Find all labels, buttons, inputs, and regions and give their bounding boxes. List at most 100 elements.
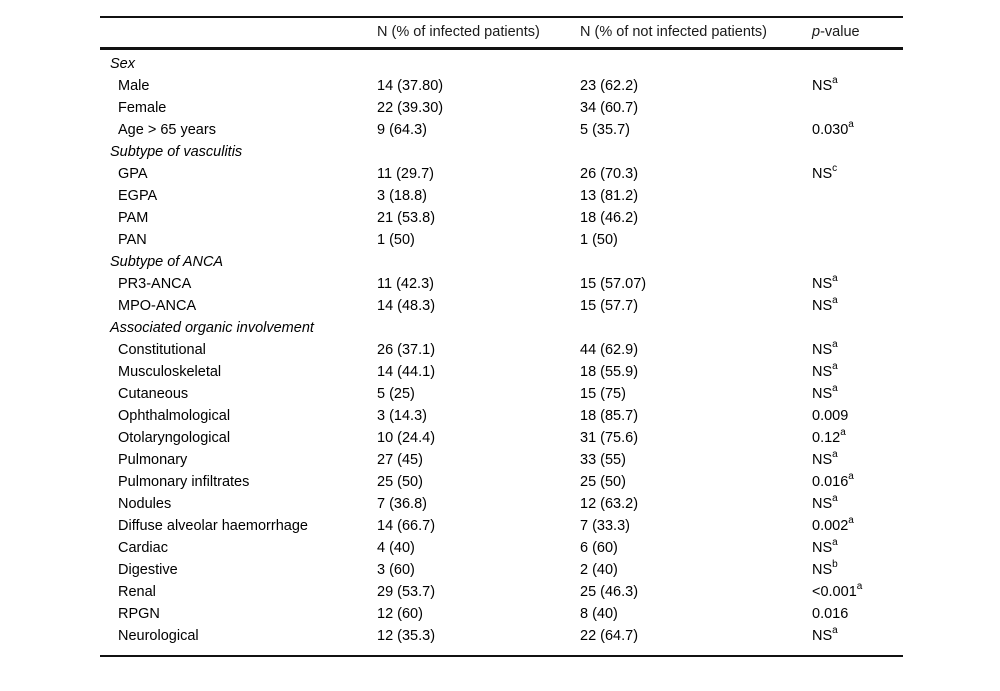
table-row: Male 14 (37.80) 23 (62.2) NSa (100, 75, 903, 97)
infected-value: 12 (60) (377, 605, 423, 622)
not-infected-value: 2 (40) (580, 561, 618, 578)
not-infected-value: 18 (46.2) (580, 209, 639, 226)
row-label: Cutaneous (118, 385, 189, 402)
p-value: 0.016a (812, 470, 854, 490)
p-value-superscript: a (832, 272, 838, 284)
table-row: Neurological 12 (35.3) 22 (64.7) NSa (100, 625, 903, 647)
not-infected-value: 44 (62.9) (580, 341, 639, 358)
row-label: Constitutional (118, 341, 206, 358)
p-value: NSa (812, 624, 838, 644)
p-value: NSa (812, 360, 838, 380)
row-label: PAM (118, 209, 149, 226)
infected-value: 25 (50) (377, 473, 423, 490)
row-label: Digestive (118, 561, 178, 578)
p-value: 0.016 (812, 605, 849, 622)
not-infected-value: 15 (57.7) (580, 297, 639, 314)
not-infected-value: 8 (40) (580, 605, 618, 622)
not-infected-value: 34 (60.7) (580, 99, 639, 116)
p-value: 0.030a (812, 118, 854, 138)
row-label: Sex (110, 55, 135, 72)
infected-value: 21 (53.8) (377, 209, 436, 226)
row-label: Pulmonary infiltrates (118, 473, 250, 490)
not-infected-value: 25 (50) (580, 473, 626, 490)
table-row: Sex (100, 53, 903, 75)
patient-comparison-table: N (% of infected patients) N (% of not i… (100, 16, 903, 657)
p-value-superscript: a (832, 448, 838, 460)
p-value: 0.009 (812, 407, 849, 424)
table-row: Musculoskeletal 14 (44.1) 18 (55.9) NSa (100, 361, 903, 383)
row-label: Musculoskeletal (118, 363, 222, 380)
infected-value: 29 (53.7) (377, 583, 436, 600)
p-value-superscript: a (832, 74, 838, 86)
row-label: GPA (118, 165, 148, 182)
not-infected-value: 18 (85.7) (580, 407, 639, 424)
not-infected-value: 18 (55.9) (580, 363, 639, 380)
p-value-superscript: b (832, 558, 838, 570)
table-row: PR3-ANCA 11 (42.3) 15 (57.07) NSa (100, 273, 903, 295)
p-value-superscript: a (832, 536, 838, 548)
p-value-superscript: a (848, 514, 854, 526)
not-infected-value: 31 (75.6) (580, 429, 639, 446)
table-row: PAN 1 (50) 1 (50) (100, 229, 903, 251)
infected-value: 22 (39.30) (377, 99, 444, 116)
table-row: RPGN 12 (60) 8 (40) 0.016 (100, 603, 903, 625)
infected-value: 14 (48.3) (377, 297, 436, 314)
infected-value: 14 (37.80) (377, 77, 444, 94)
row-label: PAN (118, 231, 147, 248)
table-header-row: N (% of infected patients) N (% of not i… (100, 18, 903, 47)
p-value: <0.001a (812, 580, 863, 600)
row-label: Pulmonary (118, 451, 188, 468)
table-row: Renal 29 (53.7) 25 (46.3) <0.001a (100, 581, 903, 603)
row-label: Male (118, 77, 150, 94)
table-row: Age > 65 years 9 (64.3) 5 (35.7) 0.030a (100, 119, 903, 141)
p-value-superscript: a (848, 470, 854, 482)
table-row: Cutaneous 5 (25) 15 (75) NSa (100, 383, 903, 405)
table-row: Associated organic involvement (100, 317, 903, 339)
p-value: 0.002a (812, 514, 854, 534)
not-infected-value: 12 (63.2) (580, 495, 639, 512)
header-infected-column: N (% of infected patients) (377, 24, 540, 41)
row-label: EGPA (118, 187, 158, 204)
not-infected-value: 33 (55) (580, 451, 626, 468)
p-value-superscript: a (832, 382, 838, 394)
infected-value: 3 (18.8) (377, 187, 427, 204)
row-label: Nodules (118, 495, 172, 512)
p-value: NSa (812, 338, 838, 358)
p-value-superscript: c (832, 162, 838, 174)
not-infected-value: 23 (62.2) (580, 77, 639, 94)
not-infected-value: 13 (81.2) (580, 187, 639, 204)
table-row: Diffuse alveolar haemorrhage 14 (66.7) 7… (100, 515, 903, 537)
not-infected-value: 22 (64.7) (580, 627, 639, 644)
infected-value: 11 (42.3) (377, 275, 434, 292)
infected-value: 4 (40) (377, 539, 415, 556)
p-value: NSb (812, 558, 838, 578)
row-label: Diffuse alveolar haemorrhage (118, 517, 308, 534)
infected-value: 1 (50) (377, 231, 415, 248)
p-value-superscript: a (832, 294, 838, 306)
table-row: Subtype of vasculitis (100, 141, 903, 163)
table-row: Nodules 7 (36.8) 12 (63.2) NSa (100, 493, 903, 515)
not-infected-value: 25 (46.3) (580, 583, 639, 600)
table-header-rule (100, 47, 903, 50)
row-label: Cardiac (118, 539, 168, 556)
p-value: NSa (812, 74, 838, 94)
table-row: PAM 21 (53.8) 18 (46.2) (100, 207, 903, 229)
p-value-superscript: a (832, 338, 838, 350)
not-infected-value: 15 (75) (580, 385, 626, 402)
header-p-value-column: p-value (812, 25, 903, 40)
infected-value: 14 (44.1) (377, 363, 436, 380)
table-row: Digestive 3 (60) 2 (40) NSb (100, 559, 903, 581)
row-label: PR3-ANCA (118, 275, 192, 292)
row-label: Female (118, 99, 167, 116)
row-label: Ophthalmological (118, 407, 231, 424)
p-value: NSc (812, 162, 838, 182)
row-label: Associated organic involvement (110, 319, 314, 336)
infected-value: 7 (36.8) (377, 495, 427, 512)
table-row: EGPA 3 (18.8) 13 (81.2) (100, 185, 903, 207)
p-value-superscript: a (832, 360, 838, 372)
infected-value: 11 (29.7) (377, 165, 434, 182)
p-value-superscript: a (840, 426, 846, 438)
table-row: Pulmonary infiltrates 25 (50) 25 (50) 0.… (100, 471, 903, 493)
infected-value: 3 (60) (377, 561, 415, 578)
